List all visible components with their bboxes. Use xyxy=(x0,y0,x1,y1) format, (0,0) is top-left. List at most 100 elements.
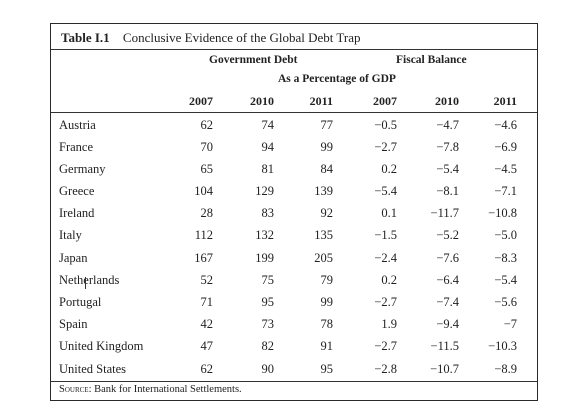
table-cell: 71 xyxy=(163,295,213,310)
table-cell: 99 xyxy=(283,140,333,155)
caption-rule xyxy=(51,49,537,50)
table-cell: −5.4 xyxy=(347,184,397,199)
table-cell: 78 xyxy=(283,317,333,332)
text-cursor-icon xyxy=(85,277,86,289)
table-cell: −5.2 xyxy=(409,228,459,243)
table-cell: 70 xyxy=(163,140,213,155)
table-cell: 112 xyxy=(163,228,213,243)
table-cell: −5.0 xyxy=(467,228,517,243)
table-cell: −5.4 xyxy=(467,273,517,288)
table-cell: −11.5 xyxy=(409,339,459,354)
table-cell: 47 xyxy=(163,339,213,354)
table-cell: 74 xyxy=(224,118,274,133)
row-label-country: Portugal xyxy=(59,295,101,310)
table-cell: 52 xyxy=(163,273,213,288)
column-header-2: 2011 xyxy=(283,94,333,109)
table-cell: −0.5 xyxy=(347,118,397,133)
unit-header: As a Percentage of GDP xyxy=(278,73,396,85)
table-cell: 0.2 xyxy=(347,162,397,177)
table-cell: 65 xyxy=(163,162,213,177)
table-cell: −6.9 xyxy=(467,140,517,155)
source-label: Source: xyxy=(59,384,91,395)
footer-rule xyxy=(51,381,537,382)
table-cell: 94 xyxy=(224,140,274,155)
table-cell: 91 xyxy=(283,339,333,354)
table-cell: 92 xyxy=(283,206,333,221)
table-cell: 79 xyxy=(283,273,333,288)
table-cell: 99 xyxy=(283,295,333,310)
table-cell: 139 xyxy=(283,184,333,199)
table-cell: −7.6 xyxy=(409,251,459,266)
table-cell: −4.6 xyxy=(467,118,517,133)
table-caption: Table I.1 Conclusive Evidence of the Glo… xyxy=(61,30,360,46)
column-header-1: 2010 xyxy=(224,94,274,109)
table-cell: 62 xyxy=(163,118,213,133)
table-cell: 135 xyxy=(283,228,333,243)
table-cell: −10.3 xyxy=(467,339,517,354)
table-cell: −2.4 xyxy=(347,251,397,266)
table-cell: 1.9 xyxy=(347,317,397,332)
table-cell: −10.8 xyxy=(467,206,517,221)
row-label-country: Austria xyxy=(59,118,96,133)
row-label-country: Ireland xyxy=(59,206,94,221)
group-header-fiscal-balance: Fiscal Balance xyxy=(396,54,467,66)
table-cell: −7 xyxy=(467,317,517,332)
row-label-country: Netherlands xyxy=(59,273,119,288)
table-cell: −7.8 xyxy=(409,140,459,155)
table-cell: 28 xyxy=(163,206,213,221)
table-cell: 167 xyxy=(163,251,213,266)
table-cell: 90 xyxy=(224,362,274,377)
source-text: Bank for International Settlements. xyxy=(94,384,242,395)
table-cell: −4.7 xyxy=(409,118,459,133)
table-number: Table I.1 xyxy=(61,30,110,45)
table-cell: 132 xyxy=(224,228,274,243)
table-cell: −2.7 xyxy=(347,140,397,155)
table-cell: 62 xyxy=(163,362,213,377)
table-cell: 77 xyxy=(283,118,333,133)
table-cell: −6.4 xyxy=(409,273,459,288)
table-cell: 129 xyxy=(224,184,274,199)
group-header-government-debt: Government Debt xyxy=(209,54,297,66)
table-cell: 104 xyxy=(163,184,213,199)
table-cell: −11.7 xyxy=(409,206,459,221)
table-cell: −4.5 xyxy=(467,162,517,177)
table-cell: −10.7 xyxy=(409,362,459,377)
row-label-country: Japan xyxy=(59,251,87,266)
table-cell: 42 xyxy=(163,317,213,332)
table-cell: 0.1 xyxy=(347,206,397,221)
table-cell: 199 xyxy=(224,251,274,266)
table-cell: −2.7 xyxy=(347,339,397,354)
table-cell: 95 xyxy=(283,362,333,377)
column-header-4: 2010 xyxy=(409,94,459,109)
row-label-country: Spain xyxy=(59,317,87,332)
table-cell: −8.3 xyxy=(467,251,517,266)
column-header-3: 2007 xyxy=(347,94,397,109)
table-cell: 95 xyxy=(224,295,274,310)
row-label-country: France xyxy=(59,140,93,155)
row-label-country: Germany xyxy=(59,162,106,177)
table-cell: 75 xyxy=(224,273,274,288)
table-cell: 83 xyxy=(224,206,274,221)
table-cell: 82 xyxy=(224,339,274,354)
table-cell: −2.7 xyxy=(347,295,397,310)
table-cell: −1.5 xyxy=(347,228,397,243)
table-cell: 84 xyxy=(283,162,333,177)
row-label-country: Italy xyxy=(59,228,82,243)
source-note: Source: Bank for International Settlemen… xyxy=(59,384,242,395)
table-title: Conclusive Evidence of the Global Debt T… xyxy=(123,30,361,45)
table-cell: −7.1 xyxy=(467,184,517,199)
table-cell: 205 xyxy=(283,251,333,266)
row-label-country: United Kingdom xyxy=(59,339,143,354)
table-cell: 73 xyxy=(224,317,274,332)
column-header-0: 2007 xyxy=(163,94,213,109)
table-cell: −8.9 xyxy=(467,362,517,377)
table-cell: −8.1 xyxy=(409,184,459,199)
table-cell: −5.4 xyxy=(409,162,459,177)
header-rule xyxy=(51,112,537,113)
row-label-country: Greece xyxy=(59,184,94,199)
table-cell: −7.4 xyxy=(409,295,459,310)
table-cell: −5.6 xyxy=(467,295,517,310)
column-header-5: 2011 xyxy=(467,94,517,109)
table-cell: −2.8 xyxy=(347,362,397,377)
table-frame: Table I.1 Conclusive Evidence of the Glo… xyxy=(50,23,538,401)
